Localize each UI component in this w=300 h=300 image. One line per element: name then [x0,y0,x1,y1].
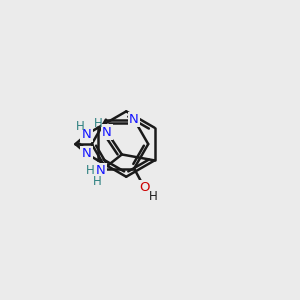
Text: H: H [93,175,102,188]
Text: N: N [102,126,112,139]
Text: O: O [139,181,150,194]
Text: N: N [82,128,92,141]
Text: H: H [76,120,85,133]
Text: H: H [86,164,95,177]
Text: N: N [82,147,92,160]
Text: N: N [129,113,139,126]
Text: N: N [96,164,106,177]
Text: H: H [149,190,158,203]
Text: H: H [94,117,103,130]
